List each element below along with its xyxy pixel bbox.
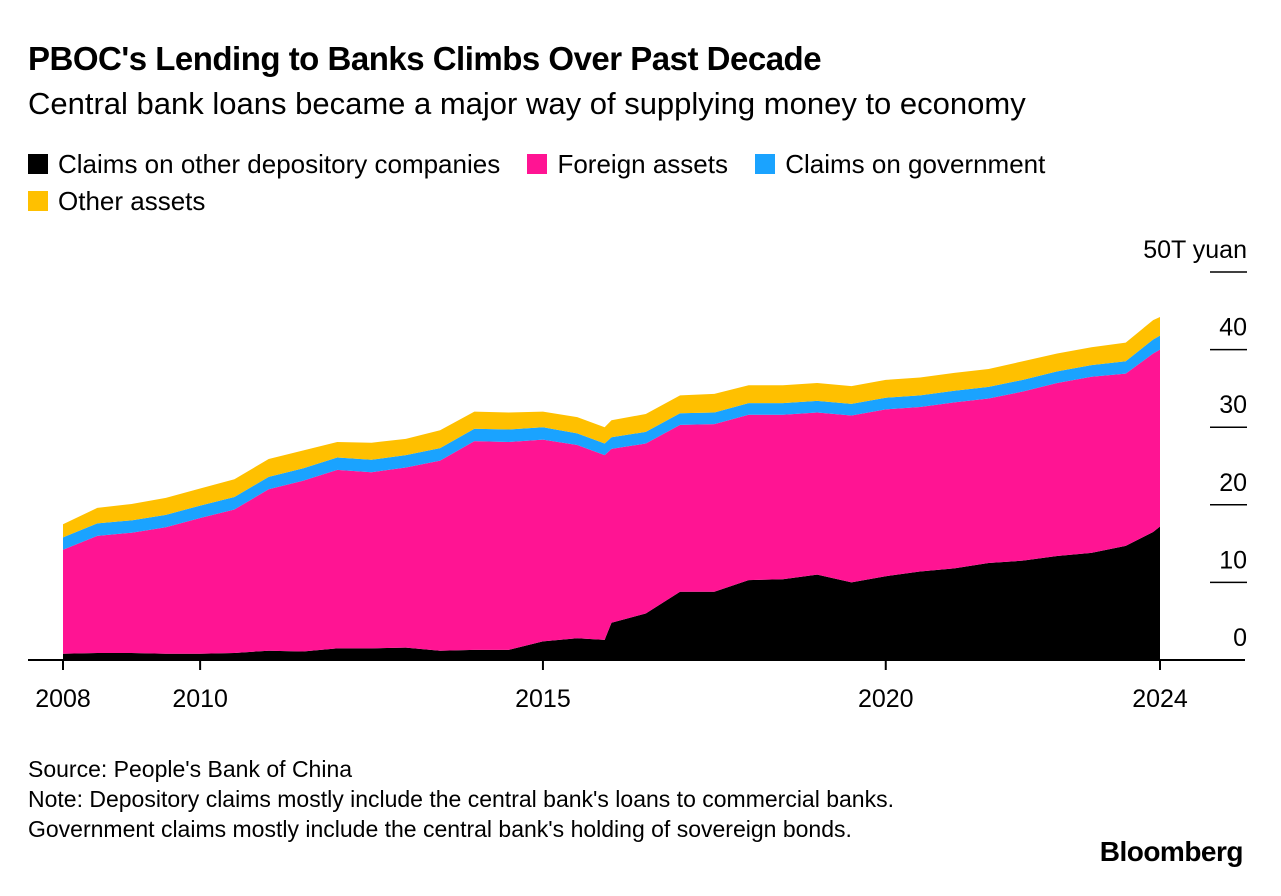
bloomberg-logo: Bloomberg bbox=[1099, 836, 1244, 867]
y-tick-label-50: 50T yuan bbox=[1143, 236, 1247, 264]
x-tick-label-2008: 2008 bbox=[35, 685, 91, 713]
legend-item-depository: Claims on other depository companies bbox=[28, 146, 500, 182]
legend-item-other-assets: Other assets bbox=[28, 183, 205, 219]
legend-label-depository: Claims on other depository companies bbox=[58, 149, 501, 179]
x-tick-label-2024: 2024 bbox=[1132, 685, 1188, 713]
legend-item-government: Claims on government bbox=[755, 146, 1045, 182]
area-other-assets bbox=[63, 317, 1160, 538]
area-claims-on-government bbox=[63, 335, 1160, 550]
legend-label-other-assets: Other assets bbox=[58, 186, 206, 216]
y-tick-label-30: 30 bbox=[1219, 391, 1247, 419]
legend-swatch-government bbox=[755, 154, 776, 174]
x-tick-label-2015: 2015 bbox=[515, 685, 571, 713]
x-tick-label-2010: 2010 bbox=[172, 685, 228, 713]
y-tick-label-10: 10 bbox=[1219, 546, 1247, 574]
legend-swatch-other-assets bbox=[28, 191, 48, 211]
area-foreign-assets bbox=[63, 349, 1160, 654]
legend: Claims on other depository companies For… bbox=[28, 146, 1208, 220]
source-note: Source: People's Bank of China bbox=[28, 756, 353, 782]
x-axis: 2008 2010 2015 2020 2024 bbox=[28, 659, 1245, 713]
legend-swatch-depository bbox=[28, 154, 48, 174]
footer: Source: People's Bank of China Note: Dep… bbox=[28, 754, 1008, 844]
chart-subtitle: Central bank loans became a major way of… bbox=[28, 86, 1026, 121]
legend-label-foreign-assets: Foreign assets bbox=[557, 149, 728, 179]
y-tick-labels: 0 10 20 30 40 50T yuan bbox=[1143, 236, 1247, 652]
y-tick-label-20: 20 bbox=[1219, 469, 1247, 497]
legend-swatch-foreign-assets bbox=[527, 154, 548, 174]
y-gridlines bbox=[1210, 271, 1247, 584]
chart-title: PBOC's Lending to Banks Climbs Over Past… bbox=[28, 40, 822, 77]
area-series-group bbox=[63, 317, 1160, 660]
area-claims-on-other-depository-companies bbox=[63, 526, 1160, 660]
legend-item-foreign-assets: Foreign assets bbox=[527, 146, 728, 182]
y-tick-label-0: 0 bbox=[1233, 624, 1247, 652]
legend-label-government: Claims on government bbox=[785, 149, 1046, 179]
x-tick-label-2020: 2020 bbox=[858, 685, 914, 713]
y-tick-label-40: 40 bbox=[1219, 314, 1247, 342]
methodology-note: Note: Depository claims mostly include t… bbox=[28, 786, 894, 842]
